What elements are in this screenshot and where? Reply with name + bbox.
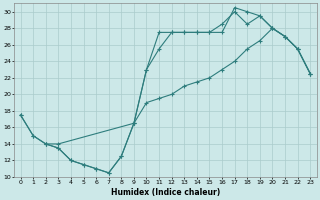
X-axis label: Humidex (Indice chaleur): Humidex (Indice chaleur): [111, 188, 220, 197]
